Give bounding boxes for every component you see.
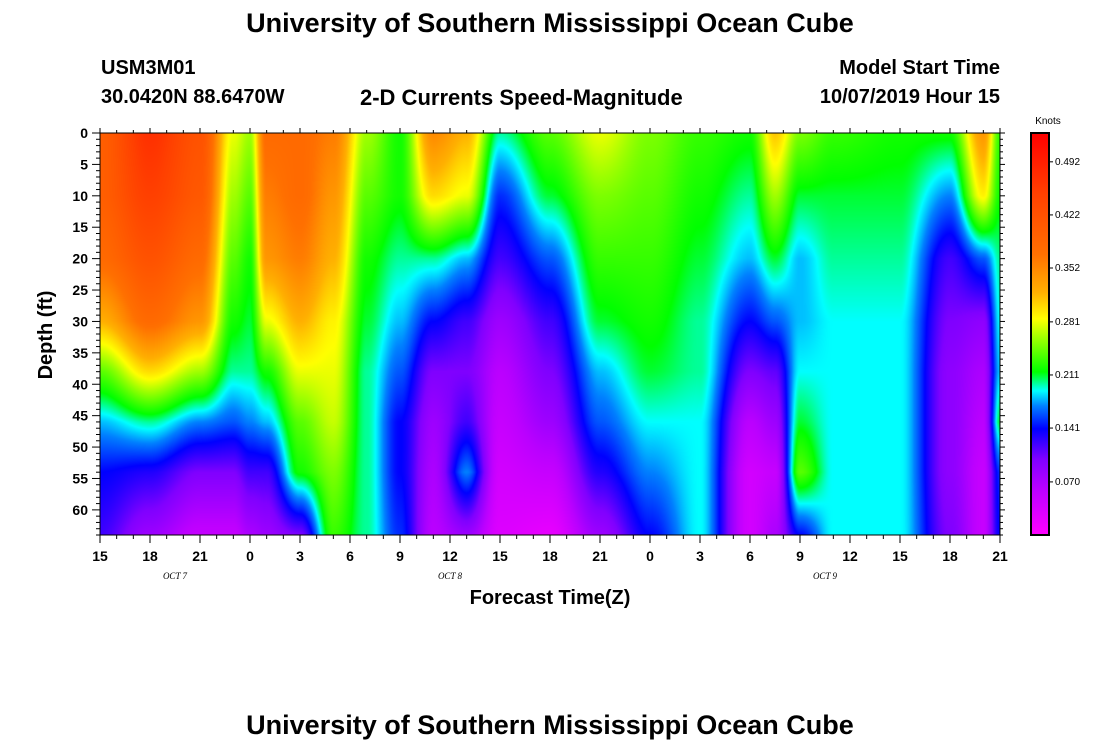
product-title: 2-D Currents Speed-Magnitude — [360, 85, 683, 110]
x-tick-label: 15 — [92, 548, 108, 564]
y-axis: 0 5 10 15 20 25 30 35 40 45 50 55 60 — [72, 125, 1005, 536]
x-tick-label: 15 — [892, 548, 908, 564]
day-label: OCT 9 — [813, 571, 838, 581]
x-tick-label: 3 — [296, 548, 304, 564]
station-location: 30.0420N 88.6470W — [101, 86, 285, 108]
y-tick-label: 55 — [72, 470, 88, 486]
y-tick-label: 10 — [72, 188, 88, 204]
x-tick-label: 21 — [992, 548, 1008, 564]
colorbar-unit: Knots — [1035, 116, 1061, 127]
colorbar-tick-label: 0.492 — [1055, 157, 1080, 168]
colorbar-tick-label: 0.211 — [1055, 370, 1080, 381]
plot-area — [99, 132, 1001, 536]
colorbar-tick-label: 0.352 — [1055, 263, 1080, 274]
y-tick-label: 60 — [72, 502, 88, 518]
y-tick-label: 20 — [72, 251, 88, 267]
x-tick-label: 6 — [346, 548, 354, 564]
colorbar-scale — [1030, 132, 1050, 536]
y-tick-label: 30 — [72, 313, 88, 329]
x-tick-label: 18 — [942, 548, 958, 564]
y-axis-label: Depth (ft) — [35, 291, 57, 380]
page-title: University of Southern Mississippi Ocean… — [246, 8, 854, 38]
colorbar-tick-label: 0.422 — [1055, 210, 1080, 221]
colorbar: Knots 0.492 0.422 0.352 0.281 0.211 0.141 0.07… — [1030, 116, 1080, 536]
y-tick-label: 25 — [72, 282, 88, 298]
day-label: OCT 7 — [163, 571, 188, 581]
y-tick-label: 0 — [80, 125, 88, 141]
x-tick-label: 6 — [746, 548, 754, 564]
y-tick-label: 45 — [72, 408, 88, 424]
x-tick-label: 0 — [646, 548, 654, 564]
x-tick-label: 21 — [192, 548, 208, 564]
colorbar-tick-label: 0.281 — [1055, 317, 1080, 328]
x-tick-label: 15 — [492, 548, 508, 564]
footer-title: University of Southern Mississippi Ocean… — [246, 710, 854, 740]
colorbar-tick-label: 0.141 — [1055, 423, 1080, 434]
model-start-value: 10/07/2019 Hour 15 — [819, 86, 1000, 108]
x-axis-label: Forecast Time(Z) — [470, 587, 631, 609]
x-axis: 15 18 21 0 3 6 9 12 15 18 21 0 3 6 9 12 15 18 21 OCT 7 OCT 8… — [92, 128, 1008, 581]
x-tick-label: 0 — [246, 548, 254, 564]
x-tick-label: 12 — [842, 548, 858, 564]
x-tick-label: 3 — [696, 548, 704, 564]
x-tick-label: 12 — [442, 548, 458, 564]
x-tick-label: 18 — [542, 548, 558, 564]
heatmap — [100, 133, 1000, 535]
y-tick-label: 5 — [80, 156, 88, 172]
y-tick-label: 15 — [72, 219, 88, 235]
y-tick-label: 50 — [72, 439, 88, 455]
day-label: OCT 8 — [438, 571, 463, 581]
model-start-label: Model Start Time — [839, 57, 1000, 79]
colorbar-tick-label: 0.070 — [1055, 477, 1080, 488]
y-tick-label: 35 — [72, 345, 88, 361]
x-tick-label: 21 — [592, 548, 608, 564]
x-tick-label: 9 — [396, 548, 404, 564]
x-tick-label: 18 — [142, 548, 158, 564]
y-tick-label: 40 — [72, 376, 88, 392]
x-tick-label: 9 — [796, 548, 804, 564]
station-id: USM3M01 — [101, 57, 196, 79]
